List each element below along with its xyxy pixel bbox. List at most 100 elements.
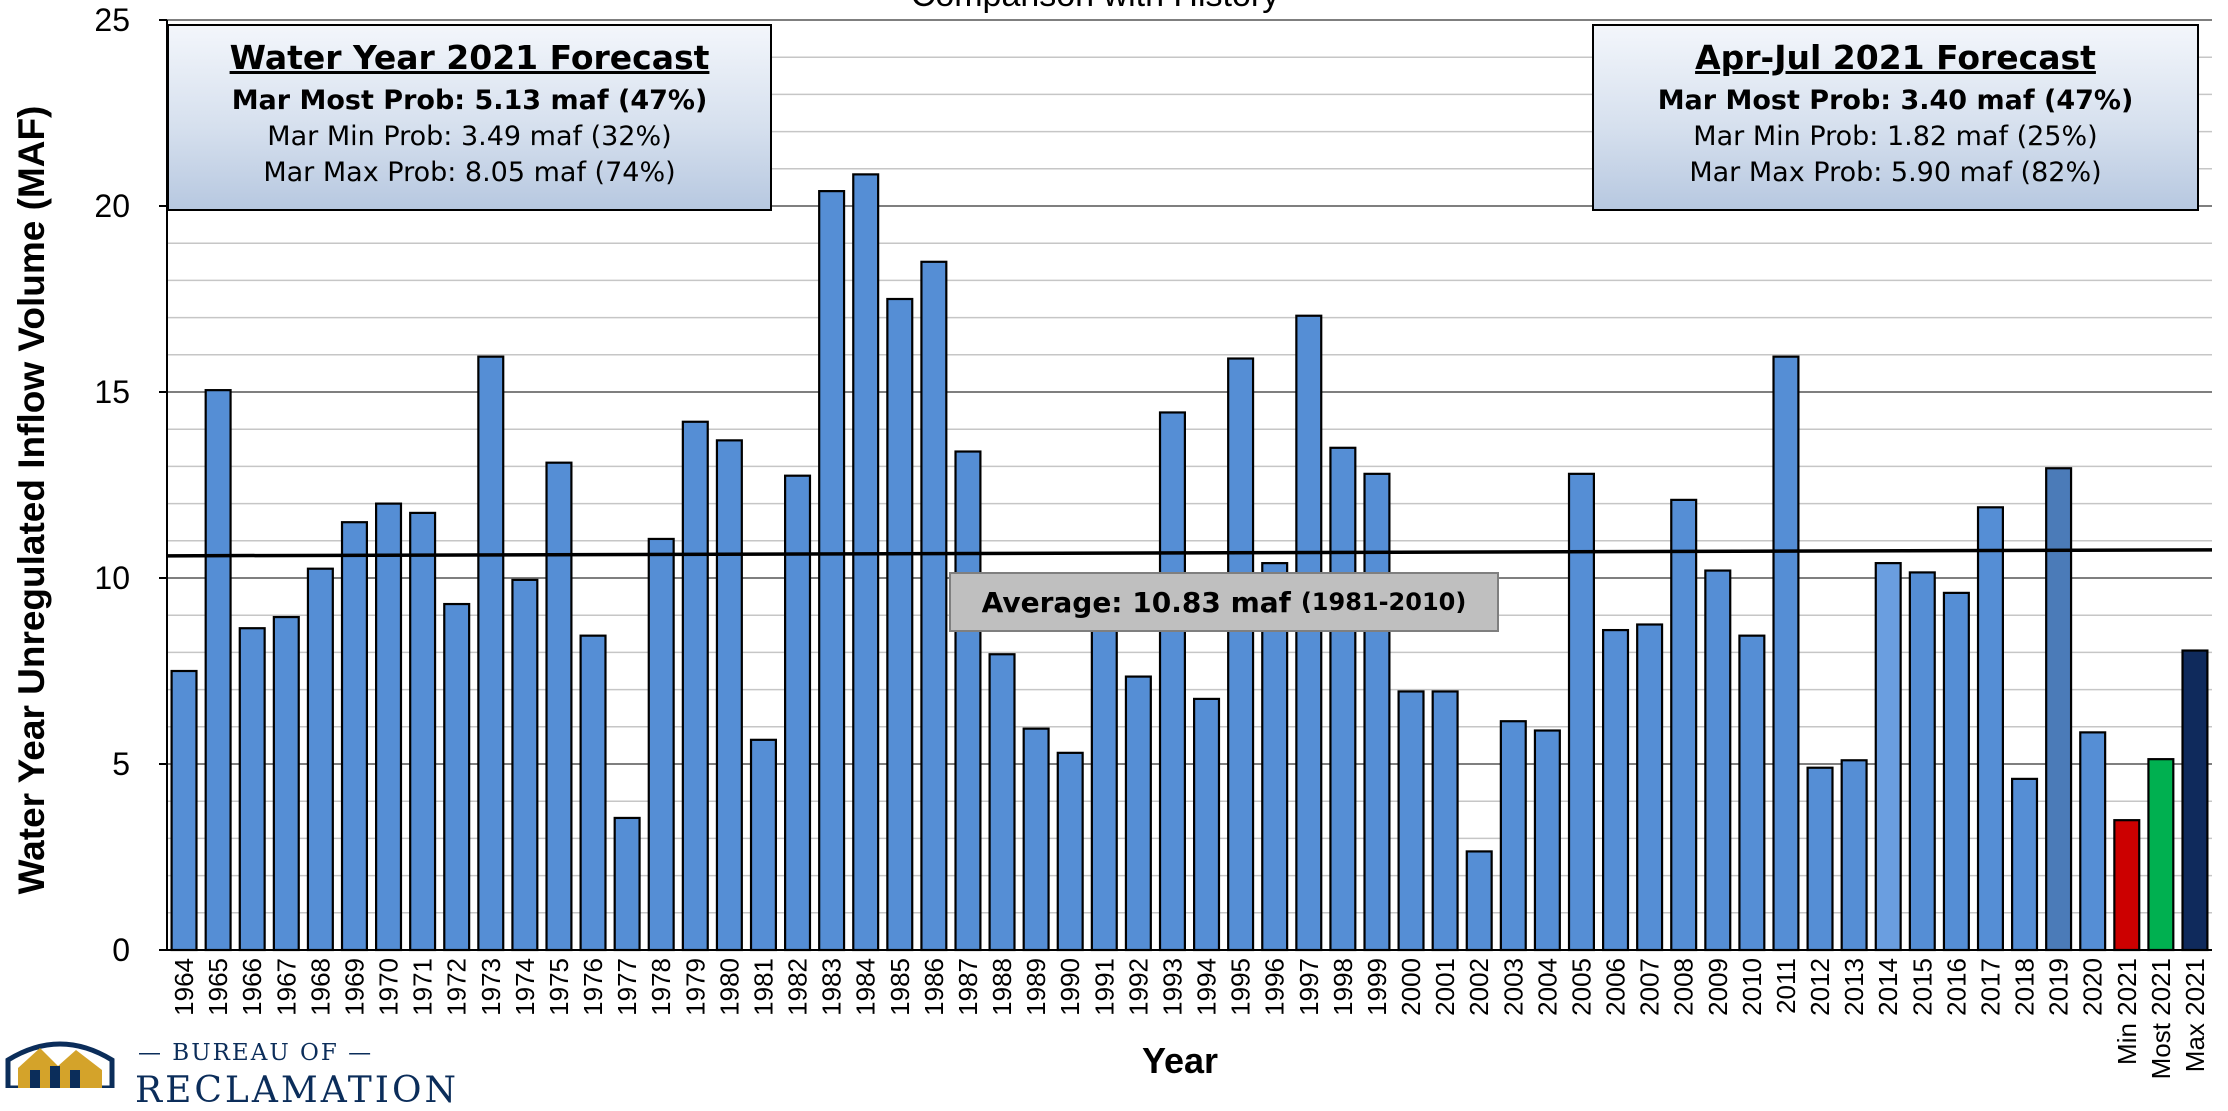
x-tick-label: 1980 [714,958,744,1016]
bar-1967 [272,615,300,952]
x-tick-label: 2009 [1703,958,1733,1016]
y-tick-label: 10 [94,560,130,596]
bar-1985 [886,297,914,952]
logo-line-2: RECLAMATION [135,1070,459,1111]
bar-1976 [579,634,607,952]
apr-jul-forecast-box: Apr-Jul 2021 Forecast Mar Most Prob: 3.4… [1592,24,2199,211]
bar-2019 [2045,467,2073,952]
average-line-stroke [166,548,2213,558]
x-tick-label: 1965 [203,958,233,1016]
bars [170,173,2209,952]
bar-1980 [715,439,743,952]
bar-1995 [1227,357,1255,952]
bar-1971 [409,511,437,952]
x-tick-label: 2016 [1941,958,1971,1016]
bar-2013 [1840,759,1868,952]
x-tick-label: 1981 [748,958,778,1016]
min-prob-line: Mar Min Prob: 1.82 maf (25%) [1693,121,2098,152]
average-label-box: Average: 10.83 maf (1981-2010) [949,572,1499,632]
bar-2010 [1738,634,1766,952]
y-tick-label: 5 [112,746,130,782]
bar-2006 [1602,628,1630,952]
y-tick-label: 25 [94,2,130,38]
max-prob-line: Mar Max Prob: 8.05 maf (74%) [263,157,676,188]
bar-1998 [1329,446,1357,952]
x-tick-label: 1979 [680,958,710,1016]
bar-2020 [2079,731,2107,952]
bar-1974 [511,578,539,952]
bar-1991 [1090,621,1118,952]
bar-2007 [1636,623,1664,952]
most-prob-line: Mar Most Prob: 3.40 maf (47%) [1657,85,2134,116]
x-tick-label: 1969 [339,958,369,1016]
bar-2011 [1772,355,1800,952]
x-tick-label: 2018 [2010,958,2040,1016]
water-year-forecast-box: Water Year 2021 Forecast Mar Most Prob: … [167,24,772,211]
bar-min-2021 [2113,819,2141,952]
bar-1969 [340,521,368,952]
x-tick-label: 1986 [919,958,949,1016]
y-axis-ticks: 0 5 10 15 20 25 [94,2,167,968]
x-tick-label: 2014 [1873,958,1903,1016]
bar-1983 [818,190,846,952]
x-tick-label: 1975 [544,958,574,1016]
bar-1965 [204,389,232,952]
x-tick-label: 1976 [578,958,608,1016]
min-prob-line: Mar Min Prob: 3.49 maf (32%) [267,121,672,152]
y-tick-label: 0 [112,932,130,968]
bar-1986 [920,260,948,952]
x-axis-ticks: 1964 1965 1966 1967 1968 1969 1970 1971 1972 1973… [169,958,2210,1079]
x-tick-label: 1973 [476,958,506,1016]
x-tick-label: 2001 [1430,958,1460,1016]
x-tick-label: 2000 [1396,958,1426,1016]
bar-1982 [784,474,812,952]
x-tick-label: 1978 [646,958,676,1016]
max-prob-line: Mar Max Prob: 5.90 maf (82%) [1689,157,2102,188]
x-tick-label: 1995 [1226,958,1256,1016]
bar-1981 [749,738,777,952]
bar-2016 [1942,591,1970,952]
bar-2009 [1704,569,1732,952]
x-tick-label: 1992 [1123,958,1153,1016]
x-tick-label: 1984 [851,958,881,1016]
x-tick-label: 2006 [1601,958,1631,1016]
bar-2005 [1567,472,1595,952]
x-tick-label: 1989 [1021,958,1051,1016]
x-tick-label: 2004 [1532,958,1562,1016]
x-tick-label: 2008 [1669,958,1699,1016]
average-label: Average: 10.83 maf [981,585,1291,619]
y-tick-label: 15 [94,374,130,410]
bar-2014 [1874,562,1902,952]
x-tick-label: 1985 [885,958,915,1016]
bar-1988 [988,653,1016,952]
x-tick-label: 2015 [1907,958,1937,1016]
x-tick-label: 1971 [408,958,438,1016]
bar-1994 [1193,697,1221,952]
reclamation-logo: — BUREAU OF — RECLAMATION [0,1020,456,1111]
bar-2008 [1670,498,1698,952]
x-tick-label: 2005 [1566,958,1596,1016]
reclamation-emblem-icon [5,1041,115,1088]
bar-2018 [2011,777,2039,952]
x-tick-label: 1974 [510,958,540,1016]
bar-1977 [613,816,641,952]
x-tick-label: Most 2021 [2146,958,2176,1079]
x-axis-label: Year [1141,1040,1219,1081]
x-tick-label: 1990 [1055,958,1085,1016]
x-tick-label: 1983 [817,958,847,1016]
bar-2003 [1499,720,1527,952]
bar-1997 [1295,314,1323,952]
y-axis-label: Water Year Unregulated Inflow Volume (MA… [11,105,52,895]
bar-2004 [1533,729,1561,952]
x-tick-label: 1996 [1260,958,1290,1016]
bar-1979 [681,420,709,952]
x-tick-label: 1997 [1294,958,1324,1016]
x-tick-label: 1991 [1089,958,1119,1016]
bar-1984 [852,173,880,952]
x-tick-label: 1993 [1157,958,1187,1016]
x-tick-label: 1972 [442,958,472,1016]
y-tick-label: 20 [94,188,130,224]
x-tick-label: 1966 [237,958,267,1016]
forecast-box-title: Apr-Jul 2021 Forecast [1695,38,2096,77]
x-tick-label: 2010 [1737,958,1767,1016]
